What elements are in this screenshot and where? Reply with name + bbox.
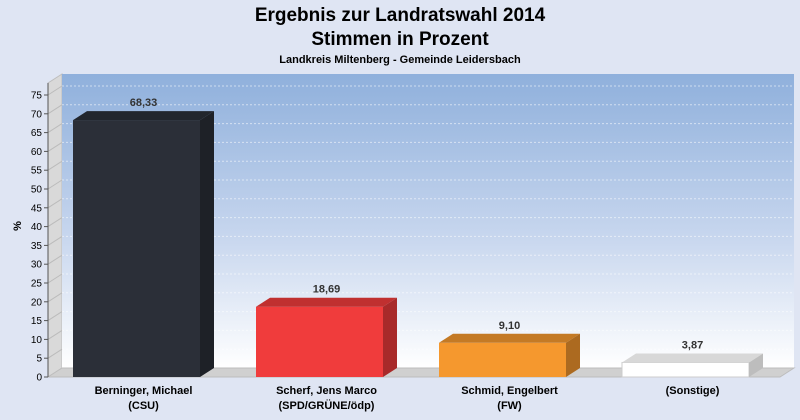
y-tick-label: 15 (31, 316, 43, 327)
labels: 68,33 Berninger, Michael (CSU) 18,69 Scherf,… (95, 97, 720, 412)
y-tick-label: 45 (31, 203, 43, 214)
bar-front (439, 342, 566, 377)
y-tick-label: 5 (36, 354, 42, 365)
x-tick-label-line2: (CSU) (128, 400, 159, 412)
y-tick-label: 65 (31, 128, 43, 139)
y-tick-label: 55 (31, 166, 43, 177)
bar-top (73, 111, 214, 121)
bar-front (73, 120, 200, 378)
data-label: 68,33 (130, 97, 158, 109)
bar-side (566, 333, 580, 377)
bar (256, 297, 397, 377)
gridline-side (47, 329, 63, 340)
bar-side (749, 353, 763, 377)
y-tick-label: 75 (31, 91, 43, 102)
chart-title: Ergebnis zur Landratswahl 2014 (254, 5, 546, 26)
y-tick-label: 30 (31, 260, 43, 271)
bar-side (383, 297, 397, 377)
data-label: 3,87 (682, 339, 703, 351)
gridline-side (47, 273, 63, 284)
y-tick-label: 10 (31, 335, 43, 346)
y-axis-label: % (12, 221, 24, 231)
gridline-side (47, 198, 63, 209)
x-tick-label: (Sonstige) (666, 385, 720, 397)
bar-top (256, 297, 397, 307)
bar (73, 111, 214, 378)
y-axis: 0 5 10 15 20 25 30 35 40 45 50 55 60 65 70 75% (12, 83, 49, 384)
x-tick-label-line2: (SPD/GRÜNE/ödp) (279, 399, 375, 412)
y-tick-label: 25 (31, 279, 43, 290)
gridline-side (47, 141, 63, 152)
y-tick-label: 60 (31, 147, 43, 158)
gridline-side (47, 254, 63, 265)
x-tick-label: Scherf, Jens Marco (276, 385, 377, 397)
y-tick-label: 20 (31, 297, 43, 308)
gridline-side (47, 348, 63, 359)
x-tick-label: Berninger, Michael (95, 385, 193, 397)
y-tick-label: 70 (31, 109, 43, 120)
bars (73, 111, 763, 378)
gridline-side (47, 160, 63, 171)
x-tick-label-line2: (FW) (497, 400, 522, 412)
bar-top (439, 333, 580, 343)
gridline-side (47, 292, 63, 303)
gridline-side (47, 85, 63, 96)
x-tick-label: Schmid, Engelbert (461, 385, 558, 397)
chart-title-line2: Stimmen in Prozent (311, 29, 489, 50)
bar (621, 353, 763, 378)
gridline-side (47, 179, 63, 190)
y-tick-label: 40 (31, 222, 43, 233)
y-tick-label: 50 (31, 185, 43, 196)
bar-front (256, 306, 383, 377)
y-tick-label: 35 (31, 241, 43, 252)
y-tick-label: 0 (36, 373, 42, 384)
bar-side (200, 111, 214, 378)
data-label: 18,69 (313, 284, 341, 296)
bar-top (622, 353, 763, 363)
chart-subtitle: Landkreis Miltenberg - Gemeinde Leidersb… (279, 54, 521, 66)
gridline-side (47, 311, 63, 322)
bar (439, 333, 580, 377)
gridline-side (47, 104, 63, 115)
gridline-side (47, 123, 63, 134)
bar-front (621, 361, 750, 378)
gridline-side (47, 217, 63, 228)
gridline-side (47, 235, 63, 246)
data-label: 9,10 (499, 320, 520, 332)
